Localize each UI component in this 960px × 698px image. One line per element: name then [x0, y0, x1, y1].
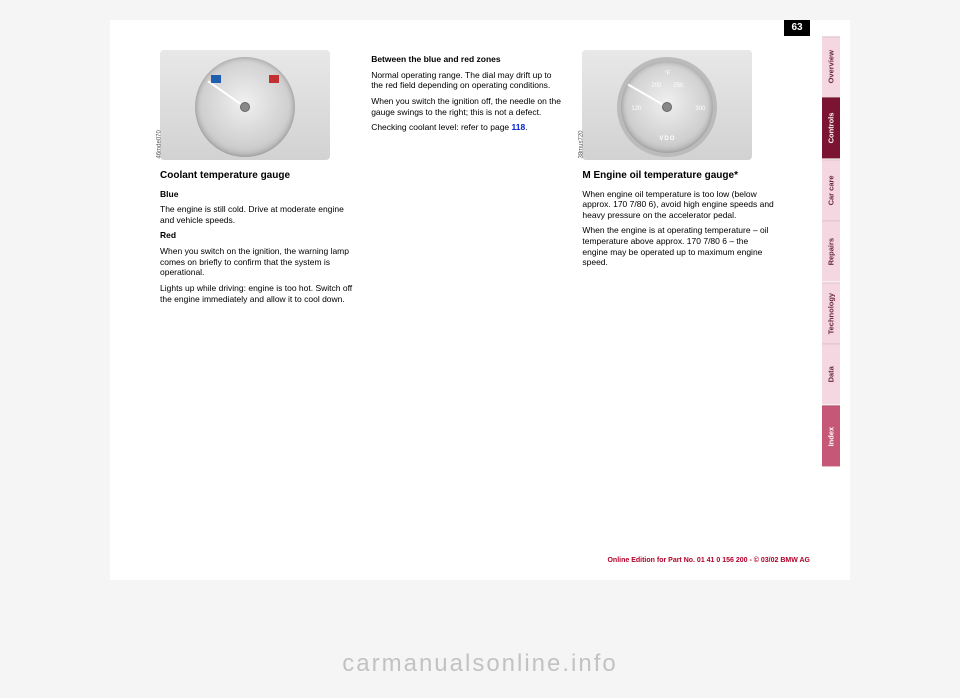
vdo-label: VDO: [659, 136, 675, 144]
col2-sec1-head: Between the blue and red zones: [371, 54, 564, 65]
image-id-oil: 38mus720: [579, 130, 587, 158]
col1-sec2-body2: Lights up while driving: engine is too h…: [160, 283, 353, 304]
tab-index[interactable]: Index: [822, 405, 840, 466]
col3-body1: When engine oil temperature is too low (…: [582, 189, 775, 221]
column-1: 46mde070 Coolant temperature gauge Blue …: [160, 50, 371, 309]
column-2: Between the blue and red zones Normal op…: [371, 50, 582, 309]
column-3: °F 120 200 250 300 VDO 38mus720 M Engine…: [582, 50, 793, 309]
col2-tip: Checking coolant level: refer to page 11…: [371, 122, 564, 133]
footer-edition: Online Edition for Part No. 01 41 0 156 …: [607, 557, 810, 564]
hot-block: [269, 75, 279, 83]
col2-tip-pre: When you switch the ignition off, the ne…: [371, 96, 564, 117]
col1-sec2-head: Red: [160, 230, 353, 241]
oil-temp-gauge-image: °F 120 200 250 300 VDO 38mus720: [582, 50, 752, 160]
col2-tip-body: Checking coolant level: refer to page: [371, 122, 511, 132]
unit-label: °F: [664, 71, 670, 79]
watermark: carmanualsonline.info: [342, 650, 617, 678]
tick-200: 200: [651, 83, 661, 91]
col1-title: Coolant temperature gauge: [160, 170, 353, 183]
content: 46mde070 Coolant temperature gauge Blue …: [110, 20, 850, 319]
image-id: 46mde070: [157, 130, 165, 158]
cold-block: [211, 75, 221, 83]
page-link-118[interactable]: 118: [512, 122, 526, 132]
col3-body2: When the engine is at operating temperat…: [582, 225, 775, 268]
tick-250: 250: [673, 83, 683, 91]
col1-sec1-body: The engine is still cold. Drive at moder…: [160, 204, 353, 225]
col2-tip-tail: .: [525, 122, 527, 132]
col1-sec2-body: When you switch on the ignition, the war…: [160, 246, 353, 278]
gauge-face: [195, 57, 295, 157]
col3-title: M Engine oil temperature gauge*: [582, 170, 775, 183]
gauge-center: [240, 102, 250, 112]
tick-120: 120: [631, 106, 641, 114]
tab-data[interactable]: Data: [822, 343, 840, 404]
coolant-gauge-image: 46mde070: [160, 50, 330, 160]
col1-sec1-head: Blue: [160, 189, 353, 200]
gauge-face-oil: °F 120 200 250 300 VDO: [617, 57, 717, 157]
gauge-center-oil: [662, 102, 672, 112]
page: 63 Overview Controls Car care Repairs Te…: [110, 20, 850, 580]
tick-300: 300: [695, 106, 705, 114]
col2-sec1-body: Normal operating range. The dial may dri…: [371, 70, 564, 91]
